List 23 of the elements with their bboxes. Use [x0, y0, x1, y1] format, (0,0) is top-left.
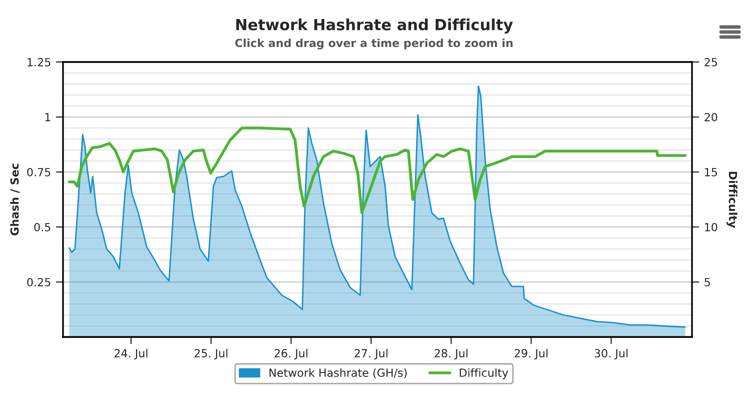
y2-tick-label: 20 — [704, 112, 718, 122]
y-axis-title: Ghash / Sec — [10, 164, 20, 236]
y2-tick-label: 5 — [704, 278, 710, 286]
y-tick-label: 1 — [45, 113, 50, 122]
x-tick-label: 26. Jul — [274, 348, 308, 360]
y2-tick-label: 25 — [704, 58, 717, 66]
chart-subtitle: Click and drag over a time period to zoom in — [235, 38, 513, 50]
y2-axis-title: Difficulty — [726, 172, 738, 228]
x-tick-label: 29. Jul — [514, 348, 548, 360]
y-tick-label: 1.25 — [28, 58, 50, 66]
legend-label: Difficulty — [460, 368, 508, 380]
y-tick-label: 0.25 — [27, 278, 50, 286]
y2-tick-label: 15 — [705, 168, 717, 176]
y2-tick-label: 10 — [705, 222, 718, 232]
x-tick-label: 28. Jul — [434, 348, 468, 360]
x-tick-label: 27. Jul — [354, 348, 388, 360]
y-tick-label: 0.5 — [34, 222, 50, 232]
x-tick-label: 25. Jul — [194, 348, 228, 360]
legend-label: Network Hashrate (GH/s) — [270, 368, 407, 378]
x-tick-label: 24. Jul — [114, 348, 148, 360]
y-tick-label: 0.75 — [27, 168, 50, 176]
x-tick-label: 30. Jul — [594, 348, 628, 360]
chart-title: Network Hashrate and Difficulty — [236, 18, 513, 34]
